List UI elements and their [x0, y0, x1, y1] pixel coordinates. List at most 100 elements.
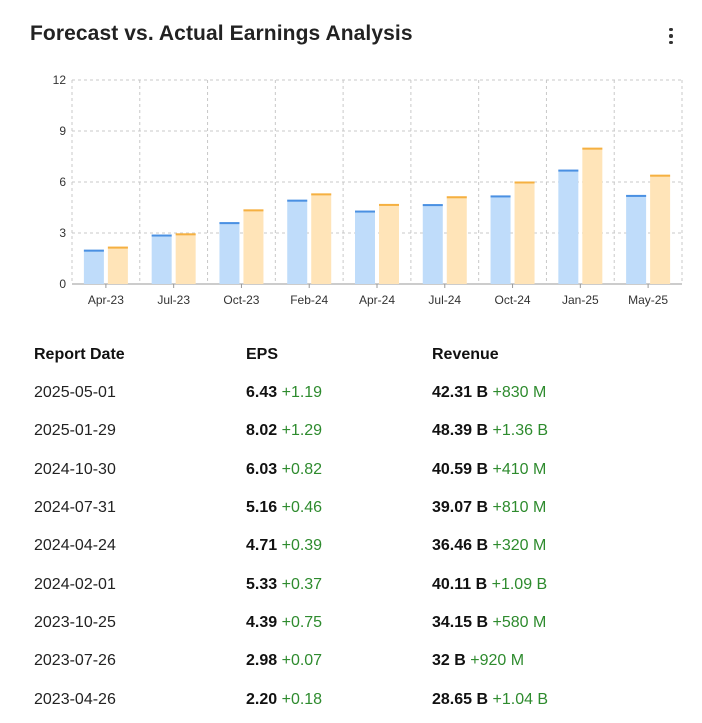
eps-surprise: +1.19 — [281, 384, 323, 402]
table-row: 2024-07-31 5.16 +0.46 39.07 B +810 M — [34, 489, 674, 527]
eps-cell: 8.02 +1.29 — [246, 412, 432, 450]
x-tick-label: Apr-24 — [359, 293, 395, 307]
actual-bar-cap — [582, 147, 603, 150]
more-vertical-icon[interactable] — [664, 24, 678, 48]
forecast-bar — [626, 194, 647, 284]
actual-bar — [243, 209, 264, 284]
eps-cell: 4.71 +0.39 — [246, 527, 432, 565]
eps-surprise: +0.39 — [281, 537, 323, 555]
forecast-bar — [422, 204, 443, 284]
x-tick-label: Jul-23 — [157, 293, 190, 307]
y-tick-label: 12 — [53, 73, 67, 87]
revenue-value: 34.15 B — [432, 613, 489, 631]
report-date-cell: 2024-10-30 — [34, 460, 116, 478]
report-date-cell: 2023-04-26 — [34, 690, 116, 708]
eps-value: 5.16 — [246, 499, 278, 517]
actual-bar-cap — [107, 246, 128, 249]
forecast-bar-cap — [422, 204, 443, 207]
x-tick-label: Oct-24 — [495, 293, 531, 307]
forecast-bar-cap — [626, 194, 647, 197]
eps-cell: 2.98 +0.07 — [246, 642, 432, 680]
eps-value: 6.43 — [246, 384, 278, 402]
table-row: 2024-02-01 5.33 +0.37 40.11 B +1.09 B — [34, 565, 674, 603]
eps-surprise: +0.75 — [281, 613, 323, 631]
card-title: Forecast vs. Actual Earnings Analysis — [30, 22, 413, 45]
forecast-bar — [490, 195, 511, 284]
eps-cell: 6.03 +0.82 — [246, 451, 432, 489]
table-row: 2023-10-25 4.39 +0.75 34.15 B +580 M — [34, 604, 674, 642]
col-header-revenue: Revenue — [432, 346, 499, 363]
y-tick-label: 3 — [59, 226, 66, 240]
report-date-cell: 2023-07-26 — [34, 652, 116, 670]
actual-bar — [175, 233, 196, 284]
report-date-cell: 2024-04-24 — [34, 537, 116, 555]
revenue-cell: 40.59 B +410 M — [432, 451, 674, 489]
actual-bar-cap — [175, 233, 196, 236]
eps-surprise: +0.18 — [281, 690, 323, 708]
eps-value: 8.02 — [246, 422, 278, 440]
col-header-report-date: Report Date — [34, 346, 125, 363]
report-date-cell: 2025-05-01 — [34, 384, 116, 402]
revenue-surprise: +1.09 B — [491, 575, 548, 593]
actual-bar — [582, 147, 603, 284]
actual-bar-cap — [243, 209, 264, 212]
revenue-cell: 42.31 B +830 M — [432, 374, 674, 412]
revenue-value: 36.46 B — [432, 537, 489, 555]
forecast-bar — [355, 210, 375, 284]
actual-bar — [107, 246, 128, 284]
report-date-cell: 2024-07-31 — [34, 499, 116, 517]
revenue-value: 40.11 B — [432, 575, 488, 593]
revenue-value: 32 B — [432, 652, 466, 670]
revenue-cell: 36.46 B +320 M — [432, 527, 674, 565]
revenue-surprise: +1.04 B — [492, 690, 549, 708]
forecast-bar-cap — [151, 234, 172, 237]
revenue-value: 48.39 B — [432, 422, 489, 440]
report-date-cell: 2025-01-29 — [34, 422, 116, 440]
actual-bar-cap — [446, 196, 467, 199]
card-header: Forecast vs. Actual Earnings Analysis — [30, 22, 682, 52]
eps-cell: 5.33 +0.37 — [246, 565, 432, 603]
eps-surprise: +0.82 — [281, 460, 323, 478]
table-header-row: Report Date EPS Revenue — [34, 336, 674, 374]
x-tick-label: Jan-25 — [562, 293, 599, 307]
eps-value: 2.20 — [246, 690, 278, 708]
forecast-bar — [558, 169, 579, 284]
eps-value: 6.03 — [246, 460, 278, 478]
eps-value: 5.33 — [246, 575, 278, 593]
eps-cell: 5.16 +0.46 — [246, 489, 432, 527]
revenue-surprise: +580 M — [492, 613, 547, 631]
earnings-card: Forecast vs. Actual Earnings Analysis 0 3… — [10, 0, 702, 723]
y-tick-label: 6 — [59, 175, 66, 189]
table-row: 2025-05-01 6.43 +1.19 42.31 B +830 M — [34, 374, 674, 412]
forecast-bar-cap — [355, 210, 375, 213]
x-tick-label: May-25 — [628, 293, 668, 307]
actual-bar — [514, 181, 535, 284]
forecast-bar — [83, 249, 104, 284]
actual-bar — [446, 196, 467, 284]
forecast-bar-cap — [83, 249, 104, 252]
revenue-surprise: +920 M — [470, 652, 525, 670]
forecast-bar — [287, 199, 308, 284]
actual-bar-cap — [650, 174, 671, 177]
y-tick-label: 9 — [59, 124, 66, 138]
forecast-bar-cap — [287, 199, 308, 202]
eps-surprise: +0.07 — [281, 652, 323, 670]
revenue-cell: 40.11 B +1.09 B — [432, 565, 674, 603]
table-row: 2024-10-30 6.03 +0.82 40.59 B +410 M — [34, 451, 674, 489]
x-tick-label: Oct-23 — [223, 293, 259, 307]
eps-cell: 6.43 +1.19 — [246, 374, 432, 412]
revenue-surprise: +1.36 B — [492, 422, 549, 440]
eps-surprise: +0.46 — [281, 499, 323, 517]
revenue-cell: 32 B +920 M — [432, 642, 674, 680]
revenue-surprise: +810 M — [492, 499, 547, 517]
actual-bar — [379, 203, 399, 284]
revenue-cell: 34.15 B +580 M — [432, 604, 674, 642]
eps-cell: 4.39 +0.75 — [246, 604, 432, 642]
revenue-value: 39.07 B — [432, 499, 489, 517]
actual-bar — [311, 193, 332, 284]
revenue-value: 40.59 B — [432, 460, 489, 478]
table-row: 2023-04-26 2.20 +0.18 28.65 B +1.04 B — [34, 680, 674, 718]
forecast-bar — [151, 234, 172, 284]
revenue-cell: 39.07 B +810 M — [432, 489, 674, 527]
actual-bar-cap — [514, 181, 535, 184]
